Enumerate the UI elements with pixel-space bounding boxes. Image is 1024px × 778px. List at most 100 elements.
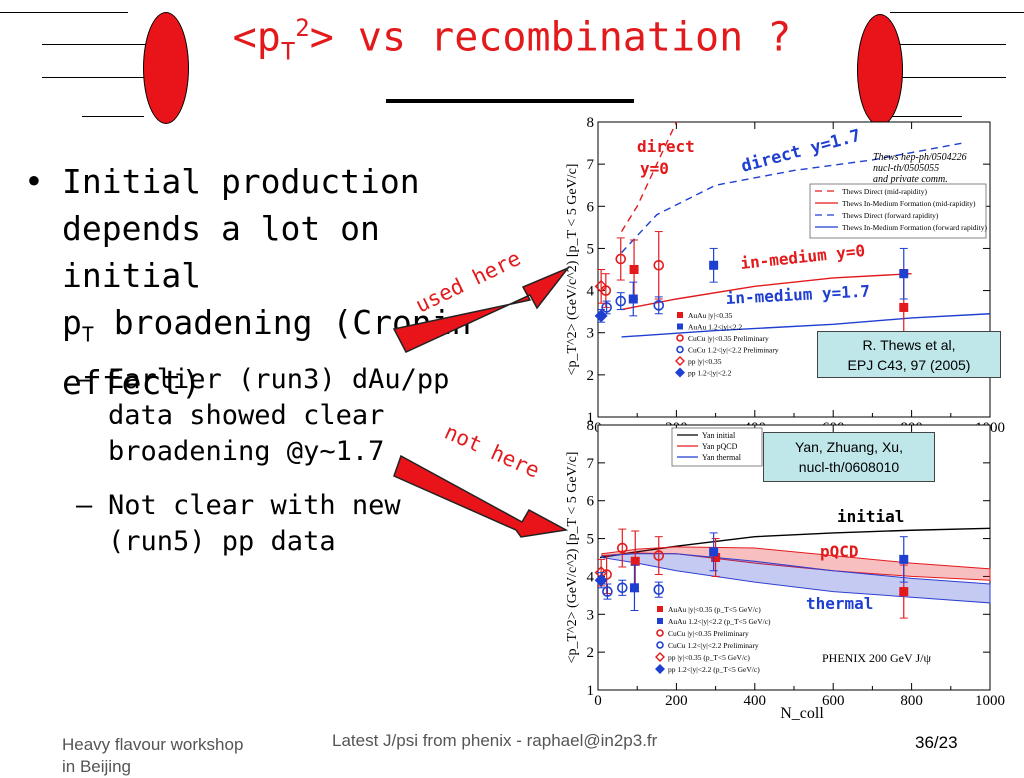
legend-marker [675, 356, 685, 366]
data-legend-entry: pp 1.2<|y|<2.2 (p_T<5 GeV/c) [668, 665, 760, 674]
x-axis-label: N_coll [780, 705, 824, 722]
series-line [599, 527, 991, 559]
footer-line: in Beijing [62, 757, 131, 776]
legend-entry: Thews In-Medium Formation (mid-rapidity) [842, 199, 976, 208]
legend-box [671, 427, 763, 467]
legend-entry: Yan initial [702, 431, 736, 440]
annot-thermal: thermal [806, 594, 873, 613]
y-tick-label: 1 [587, 683, 595, 699]
bullet-line: Initial production [62, 162, 420, 201]
data-point [899, 269, 909, 279]
data-point [615, 253, 627, 265]
series-line [621, 142, 963, 254]
legend-marker [676, 345, 684, 354]
title-underline [386, 99, 634, 103]
data-point [899, 302, 909, 312]
data-point [709, 547, 719, 557]
y-tick-label: 4 [587, 569, 595, 585]
data-point [594, 309, 608, 323]
legend-entry: Thews Direct (mid-rapidity) [842, 187, 927, 196]
red-ellipse-right [857, 14, 903, 126]
annot-direct-y0: direct [637, 137, 695, 156]
footer-center: Latest J/psi from phenix - raphael@in2p3… [332, 731, 658, 750]
sub-bullet-line: Not clear with new [108, 490, 401, 521]
pt-p: p [62, 303, 82, 342]
pt-t: T [81, 322, 94, 347]
data-point [653, 550, 665, 561]
legend-marker [677, 312, 683, 318]
data-point [617, 582, 628, 594]
x-tick-label: 600 [822, 693, 845, 709]
plot-bottom: 0 200 400 600 800 1000 1 2 3 4 5 6 7 8 <p_T^2> (GeV/c^… [565, 418, 1005, 722]
data-point [602, 586, 613, 597]
legend-marker [657, 606, 663, 612]
title-sup: 2 [295, 14, 310, 42]
ref-note: Thews hep-ph/0504226 [873, 152, 967, 163]
data-legend-entry: pp |y|<0.35 (p_T<5 GeV/c) [668, 653, 750, 662]
y-tick-label: 3 [587, 607, 595, 623]
y-tick-label: 7 [587, 456, 595, 472]
data-legend-entry: AuAu |y|<0.35 [688, 311, 733, 320]
header-deco-line [82, 116, 144, 117]
legend-entry: Thews Direct (forward rapidity) [842, 211, 939, 220]
legend-marker [656, 641, 664, 649]
data-point [653, 300, 665, 311]
ref-box-line: nucl-th/0608010 [798, 459, 900, 475]
x-tick-label: 400 [744, 693, 767, 709]
y-axis-label: <p_T^2> (GeV/c^2) [p_T < 5 GeV/c] [565, 164, 580, 376]
header-deco-line [0, 12, 128, 13]
ref-box-yan: Yan, Zhuang, Xu, nucl-th/0608010 [763, 432, 935, 482]
data-legend-entry: CuCu 1.2<|y|<2.2 Preliminary [668, 641, 759, 650]
sub-bullet-line: (run5) pp data [108, 526, 336, 557]
legend-entry: Yan thermal [702, 453, 742, 462]
data-point [601, 569, 612, 580]
annot-pqcd: pQCD [820, 542, 859, 561]
legend-marker [676, 334, 684, 342]
series-line [621, 273, 912, 311]
band-series [601, 546, 991, 581]
data-point [899, 554, 909, 564]
data-point [899, 587, 909, 597]
x-tick-label: 200 [665, 693, 688, 709]
bullet-line: depends a lot on initial [62, 209, 380, 295]
header-deco-line [890, 77, 1006, 78]
data-point [594, 573, 608, 587]
data-point [629, 265, 639, 274]
footer-line: Heavy flavour workshop [62, 735, 244, 754]
sub-bullet-line: Earlier (run3) dAu/pp [108, 364, 450, 395]
footer-workshop: Heavy flavour workshop in Beijing [62, 734, 243, 778]
y-tick-label: 6 [587, 494, 595, 510]
y-tick-label: 2 [587, 645, 595, 661]
ref-box-line: EPJ C43, 97 (2005) [847, 357, 971, 373]
series-line [620, 121, 678, 232]
ref-box-thews: R. Thews et al, EPJ C43, 97 (2005) [817, 331, 1001, 378]
sub-bullet-line: data showed clear [108, 400, 385, 431]
x-tick-label: 0 [594, 693, 602, 709]
y-tick-label: 2 [587, 368, 595, 384]
y-tick-label: 1 [587, 410, 595, 426]
annot-initial: initial [837, 507, 904, 526]
bullet-marker: • [24, 162, 44, 201]
series-line [621, 313, 991, 338]
sub-bullet-line: broadening @y~1.7 [108, 436, 385, 467]
legend-entry: Yan pQCD [702, 442, 738, 451]
data-point [615, 295, 627, 307]
x-tick-label: 800 [900, 693, 923, 709]
y-tick-label: 5 [587, 532, 595, 548]
sub-bullet-dash: – [76, 364, 93, 395]
bullet-line: effect) [62, 362, 202, 402]
data-legend-entry: CuCu |y|<0.35 Preliminary [688, 334, 769, 343]
data-legend-entry: pp |y|<0.35 [688, 357, 722, 366]
legend-entry: Thews In-Medium Formation (forward rapid… [842, 223, 987, 232]
phenix-label: PHENIX 200 GeV J/ψ [822, 651, 931, 665]
data-point [628, 294, 638, 304]
sub-bullet-1: Earlier (run3) dAu/pp data showed clear … [108, 362, 449, 470]
legend-box [809, 183, 987, 239]
data-legend-entry: pp 1.2<|y|<2.2 [688, 369, 732, 378]
header-deco-line [42, 44, 146, 45]
arrow-used-here: used here [392, 246, 571, 353]
arrow-used-here-shape [392, 266, 571, 353]
data-legend-entry: AuAu 1.2<|y|<2.2 (p_T<5 GeV/c) [668, 617, 771, 626]
